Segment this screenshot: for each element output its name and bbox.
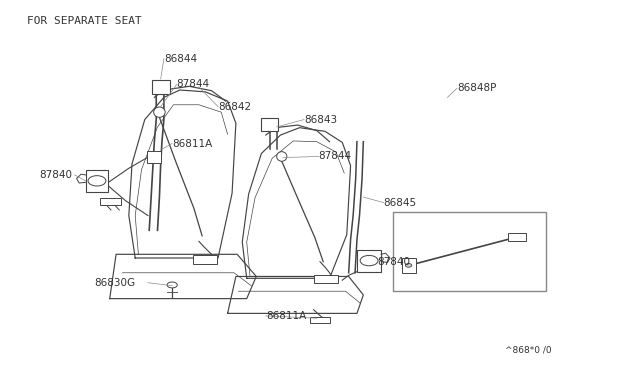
Bar <box>508 232 526 241</box>
Bar <box>310 317 330 323</box>
Text: FOR SEPARATE SEAT: FOR SEPARATE SEAT <box>27 16 141 26</box>
Ellipse shape <box>154 107 165 117</box>
Circle shape <box>405 263 412 267</box>
Bar <box>193 256 217 263</box>
Ellipse shape <box>276 152 287 161</box>
Bar <box>86 170 108 192</box>
Bar <box>401 258 415 273</box>
Text: 86848P: 86848P <box>457 83 497 93</box>
Text: 86842: 86842 <box>218 102 251 112</box>
Bar <box>357 250 381 272</box>
Circle shape <box>360 256 378 266</box>
Text: 87844: 87844 <box>319 151 352 161</box>
Bar <box>394 212 546 291</box>
Circle shape <box>167 282 177 288</box>
Text: ^868*0 /0: ^868*0 /0 <box>505 346 552 355</box>
Text: 87840: 87840 <box>40 170 72 180</box>
Bar <box>152 80 170 94</box>
Bar <box>100 198 120 205</box>
Text: 87840: 87840 <box>378 257 410 267</box>
Text: 86811A: 86811A <box>172 138 212 148</box>
Text: 86843: 86843 <box>304 115 337 125</box>
Bar <box>261 118 278 131</box>
Text: 86830G: 86830G <box>94 278 135 288</box>
Text: 86845: 86845 <box>384 198 417 208</box>
Text: 86844: 86844 <box>164 54 197 64</box>
Bar <box>314 275 338 283</box>
Circle shape <box>88 176 106 186</box>
Text: 87844: 87844 <box>177 80 210 89</box>
Bar <box>147 151 161 163</box>
Text: 86811A: 86811A <box>266 311 306 321</box>
